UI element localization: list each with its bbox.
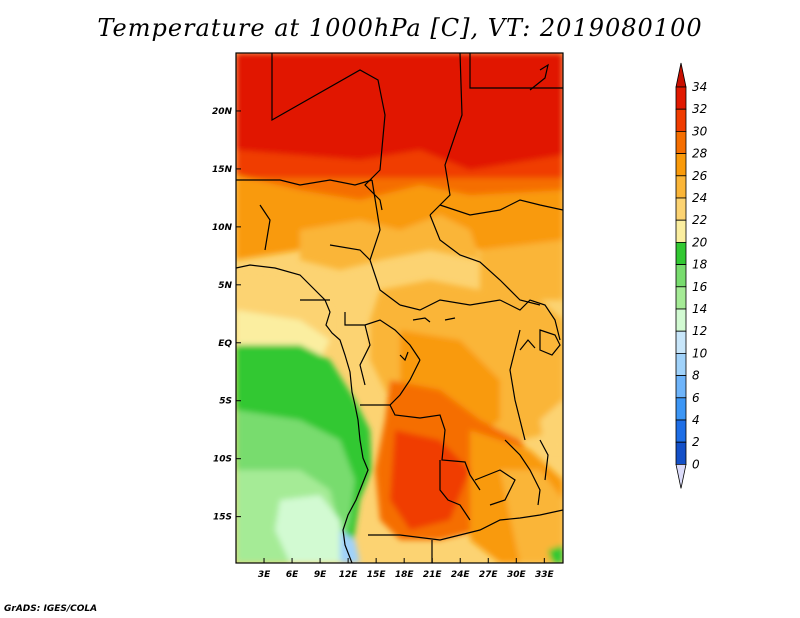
lon-tick-label: 30E [507, 570, 527, 580]
lon-tick-label: 12E [339, 570, 359, 580]
lat-tick-label: 20N [212, 107, 233, 117]
credit-text: GrADS: IGES/COLA [4, 604, 98, 614]
colorbar-label: 30 [692, 124, 708, 138]
colorbar-swatch [675, 308, 687, 332]
colorbar-label: 26 [692, 169, 708, 183]
lat-tick-label: 5S [219, 397, 232, 407]
colorbar-label: 4 [692, 413, 700, 427]
colorbar-label: 22 [692, 213, 707, 227]
colorbar-swatch [675, 352, 687, 376]
colorbar-label: 16 [692, 280, 708, 294]
lon-tick-label: 21E [423, 570, 443, 580]
temperature-field [236, 53, 563, 563]
lat-tick-label: 5N [218, 281, 232, 291]
colorbar-label: 6 [692, 391, 700, 405]
colorbar-label: 34 [692, 80, 707, 94]
colorbar-label: 10 [692, 346, 708, 360]
colorbar-swatch [675, 286, 687, 310]
colorbar-label: 20 [692, 235, 708, 249]
colorbar-label: 12 [692, 324, 707, 338]
lon-tick-label: 27E [479, 570, 499, 580]
colorbar-swatch [675, 375, 687, 399]
colorbar-swatch [675, 441, 687, 465]
colorbar-label: 18 [692, 258, 708, 272]
country-borders [236, 53, 563, 563]
map-frame [235, 52, 564, 564]
colorbar-label: 28 [692, 147, 708, 161]
colorbar-swatch [675, 86, 687, 110]
colorbar-label: 0 [692, 457, 700, 471]
colorbar-label: 14 [692, 302, 707, 316]
colorbar-label: 8 [692, 369, 700, 383]
lat-tick-label: 15N [212, 165, 233, 175]
map-title: Temperature at 1000hPa [C], VT: 20190801… [97, 14, 703, 42]
colorbar-swatch [675, 241, 687, 265]
colorbar-label: 24 [692, 191, 707, 205]
lon-tick-label: 15E [367, 570, 387, 580]
colorbar-swatch [675, 153, 687, 177]
lat-tick-label: 15S [213, 513, 232, 523]
lon-tick-label: 18E [395, 570, 415, 580]
lon-tick-label: 24E [451, 570, 471, 580]
colorbar-swatch [675, 108, 687, 132]
lon-tick-label: 6E [286, 570, 299, 580]
colorbar-swatch [675, 330, 687, 354]
longitude-axis: 3E 6E 9E 12E 15E 18E 21E 24E 27E 30E 33E [258, 558, 555, 580]
lon-tick-label: 33E [535, 570, 555, 580]
lon-tick-label: 3E [258, 570, 271, 580]
colorbar-label: 2 [692, 435, 700, 449]
colorbar-bottom-arrow [675, 463, 687, 489]
colorbar-swatch [675, 419, 687, 443]
colorbar-swatch [675, 130, 687, 154]
lon-tick-label: 9E [314, 570, 327, 580]
colorbar-swatch [675, 397, 687, 421]
colorbar-top-arrow [675, 62, 687, 88]
colorbar-swatch [675, 175, 687, 199]
colorbar-swatch [675, 197, 687, 221]
colorbar-swatch [675, 264, 687, 288]
latitude-axis: 20N 15N 10N 5N EQ 5S 10S 15S [212, 107, 241, 523]
lat-tick-label: EQ [218, 339, 232, 349]
lat-tick-label: 10S [213, 455, 232, 465]
colorbar-label: 32 [692, 102, 707, 116]
lat-tick-label: 10N [212, 223, 233, 233]
colorbar-swatch [675, 219, 687, 243]
